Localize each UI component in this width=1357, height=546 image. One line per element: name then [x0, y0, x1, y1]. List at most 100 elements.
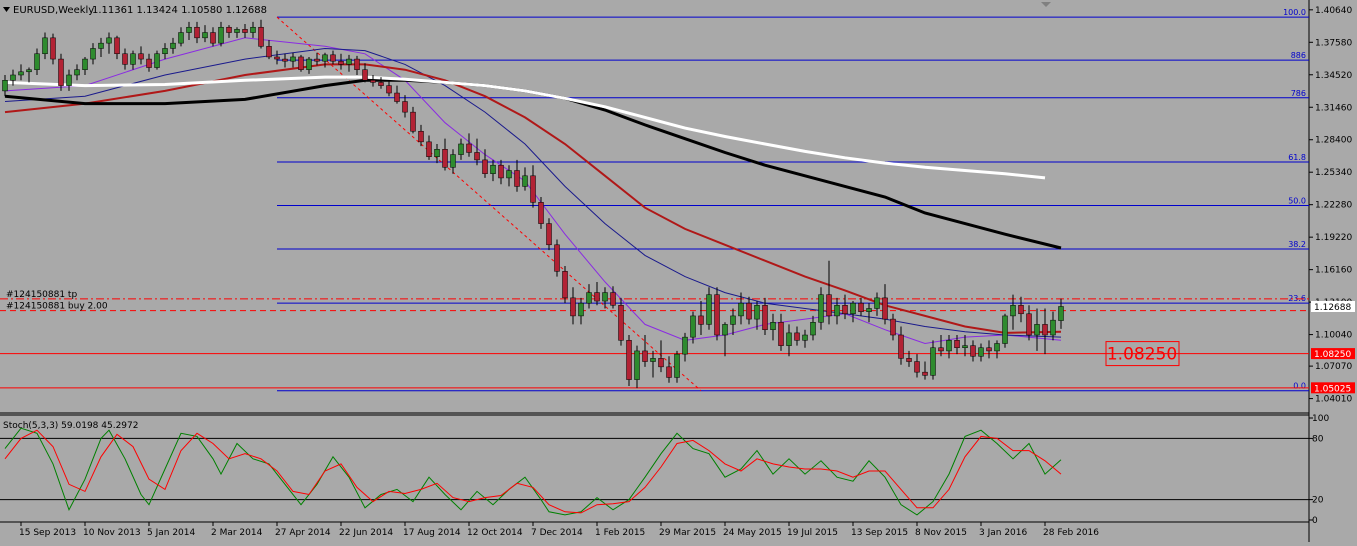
- candle-body: [954, 340, 960, 348]
- candle: [714, 287, 720, 341]
- candle: [658, 340, 664, 373]
- candle: [450, 149, 456, 174]
- candle: [18, 64, 24, 81]
- candle: [66, 69, 72, 91]
- candle-body: [602, 292, 608, 302]
- candle-body: [266, 46, 272, 58]
- candle: [594, 281, 600, 306]
- candle: [618, 297, 624, 346]
- candle: [794, 326, 800, 346]
- candle-body: [218, 26, 224, 44]
- candle-body: [970, 345, 976, 357]
- stoch-title: Stoch(5,3,3) 59.0198 45.2972: [3, 421, 138, 431]
- moving-average-line: [4, 75, 1046, 180]
- candle-body: [842, 305, 848, 315]
- time-tick-label: 22 Jun 2014: [339, 528, 393, 538]
- candle-body: [618, 305, 624, 341]
- candle-body: [26, 69, 32, 73]
- candle: [434, 143, 440, 164]
- candle-body: [90, 48, 96, 60]
- candle: [42, 32, 48, 60]
- stoch-line: [4, 429, 1062, 514]
- candle: [802, 329, 808, 348]
- candle: [682, 332, 688, 362]
- candle-body: [18, 71, 24, 76]
- candle-body: [394, 92, 400, 102]
- candle: [114, 35, 120, 60]
- candle-body: [458, 143, 464, 155]
- candle: [610, 286, 616, 309]
- candle: [1050, 311, 1056, 341]
- price-tick-label: 1.34520: [1315, 71, 1352, 81]
- candle: [554, 239, 560, 277]
- candle-body: [490, 164, 496, 174]
- candle-body: [202, 32, 208, 39]
- moving-average-line: [4, 78, 1062, 250]
- candle: [170, 37, 176, 54]
- candle: [466, 133, 472, 157]
- candle-body: [634, 350, 640, 380]
- price-tick-label: 1.22280: [1315, 201, 1352, 211]
- time-tick-label: 27 Apr 2014: [275, 528, 331, 538]
- candle-body: [562, 271, 568, 299]
- candle-body: [82, 58, 88, 70]
- price-tick-label: 1.04010: [1315, 395, 1352, 405]
- candle-body: [138, 53, 144, 60]
- candle: [178, 27, 184, 47]
- candle: [490, 159, 496, 182]
- fib-level-label: 38.2: [1288, 240, 1306, 249]
- price-tick-label: 1.10040: [1315, 331, 1352, 341]
- scroll-marker-icon[interactable]: [1041, 2, 1051, 7]
- candle-body: [498, 164, 504, 179]
- candle-body: [290, 56, 296, 62]
- candle-body: [538, 202, 544, 224]
- candle: [626, 335, 632, 386]
- candle-body: [242, 29, 248, 33]
- candle-body: [810, 322, 816, 336]
- moving-average-line: [4, 47, 1062, 338]
- candle: [514, 159, 520, 192]
- candle: [986, 340, 992, 359]
- candle-body: [322, 54, 328, 62]
- candle: [954, 335, 960, 355]
- stoch-tick-label: 20: [1312, 496, 1324, 506]
- candle: [810, 315, 816, 341]
- candle-body: [162, 48, 168, 55]
- candle: [322, 52, 328, 68]
- price-tag-level: 1.08250: [1311, 348, 1355, 360]
- candle: [266, 39, 272, 60]
- candle: [274, 50, 280, 65]
- symbol-menu-icon[interactable]: [3, 7, 10, 12]
- svg-text:1.12688: 1.12688: [1314, 303, 1351, 313]
- candle: [858, 297, 864, 316]
- candle-body: [1058, 306, 1064, 321]
- candle-body: [1026, 313, 1032, 336]
- fib-level-label: 786: [1291, 89, 1306, 98]
- time-tick-label: 12 Oct 2014: [467, 528, 523, 538]
- candle-body: [722, 324, 728, 336]
- candle-body: [106, 37, 112, 44]
- price-tick-label: 1.31460: [1315, 103, 1352, 113]
- candle-body: [418, 130, 424, 143]
- candle: [210, 27, 216, 47]
- candle: [578, 297, 584, 325]
- candle: [562, 266, 568, 304]
- candle: [882, 284, 888, 325]
- candle: [674, 350, 680, 383]
- candle: [410, 106, 416, 134]
- candle-body: [194, 26, 200, 39]
- candle-body: [2, 80, 8, 92]
- candle: [482, 149, 488, 178]
- time-tick-label: 5 Jan 2014: [147, 528, 195, 538]
- candle-body: [170, 42, 176, 49]
- candle-body: [922, 371, 928, 376]
- candle: [898, 326, 904, 365]
- candle-body: [522, 175, 528, 187]
- candle: [162, 43, 168, 60]
- candle-body: [402, 101, 408, 113]
- candle-body: [226, 26, 232, 33]
- candle: [634, 345, 640, 389]
- candle: [426, 135, 432, 160]
- candle-body: [826, 294, 832, 317]
